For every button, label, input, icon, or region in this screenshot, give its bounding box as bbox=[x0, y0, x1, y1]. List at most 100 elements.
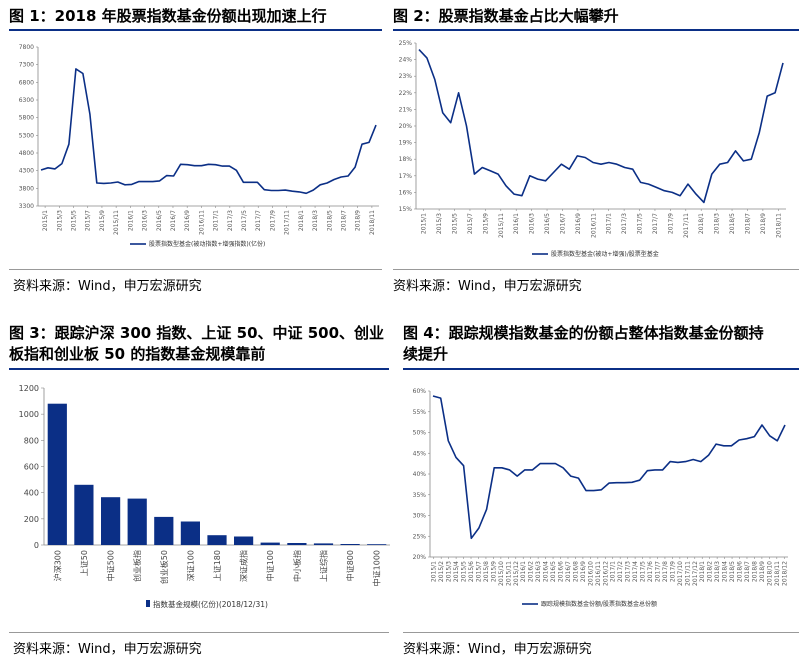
c3-bar bbox=[287, 543, 307, 545]
c2-x-tick-label: 2017/5 bbox=[637, 213, 644, 234]
chart-4-title-line-2: 续提升 bbox=[403, 345, 449, 363]
c4-x-tick-label: 2018/4 bbox=[722, 561, 729, 582]
c4-x-tick-label: 2016/3 bbox=[535, 561, 542, 582]
chart-1-header-rule bbox=[9, 29, 382, 31]
c1-x-tick-label: 2017/7 bbox=[255, 210, 262, 231]
c4-x-tick-label: 2016/10 bbox=[587, 561, 594, 586]
chart-3-source: 资料来源：Wind，申万宏源研究 bbox=[13, 642, 202, 657]
c4-x-tick-label: 2017/10 bbox=[677, 561, 684, 586]
c4-x-tick-label: 2018/10 bbox=[766, 561, 773, 586]
chart-4-header-rule bbox=[403, 368, 799, 370]
c4-x-tick-label: 2016/2 bbox=[528, 561, 535, 582]
c2-x-tick-label: 2015/3 bbox=[436, 213, 443, 234]
c4-x-tick-label: 2018/12 bbox=[781, 561, 788, 586]
c3-bar bbox=[154, 516, 174, 545]
c4-legend-label: 跟踪规模指数基金份额/股票指数基金总份额 bbox=[541, 600, 657, 608]
c2-y-tick-label: 20% bbox=[399, 123, 413, 130]
c1-x-tick-label: 2015/7 bbox=[85, 210, 92, 231]
c1-x-tick-label: 2017/1 bbox=[213, 210, 220, 231]
c4-y-tick-label: 25% bbox=[413, 533, 427, 540]
c4-x-tick-label: 2017/1 bbox=[610, 561, 617, 582]
c3-bar bbox=[260, 542, 280, 545]
c1-x-tick-label: 2018/5 bbox=[326, 210, 333, 231]
c4-x-tick-label: 2017/4 bbox=[632, 561, 639, 582]
c1-y-tick-label: 7800 bbox=[19, 44, 34, 51]
chart-2-source: 资料来源：Wind，申万宏源研究 bbox=[393, 279, 582, 294]
c4-x-tick-label: 2017/7 bbox=[654, 561, 661, 582]
c3-bar bbox=[207, 535, 227, 545]
c4-x-tick-label: 2015/3 bbox=[446, 561, 453, 582]
c3-x-tick-label: 深证成指 bbox=[239, 550, 249, 582]
c3-x-tick-label: 中证500 bbox=[106, 550, 116, 581]
c2-x-tick-label: 2018/1 bbox=[698, 213, 705, 234]
c2-x-tick-label: 2015/1 bbox=[421, 213, 428, 234]
c2-y-tick-label: 16% bbox=[399, 189, 413, 196]
c1-y-tick-label: 5800 bbox=[19, 115, 34, 122]
c3-x-tick-label: 上证180 bbox=[213, 550, 222, 581]
c3-bar bbox=[74, 484, 94, 545]
c1-x-tick-label: 2015/9 bbox=[99, 210, 106, 231]
c4-y-tick-label: 55% bbox=[413, 409, 427, 416]
c3-y-tick-label: 1000 bbox=[19, 410, 39, 419]
c3-legend-swatch bbox=[146, 600, 150, 607]
c1-x-tick-label: 2016/5 bbox=[156, 210, 163, 231]
c4-x-tick-label: 2018/8 bbox=[751, 561, 758, 582]
c4-x-tick-label: 2018/9 bbox=[759, 561, 766, 582]
c4-x-tick-label: 2018/2 bbox=[707, 561, 714, 582]
c4-x-tick-label: 2015/2 bbox=[438, 561, 445, 582]
c1-x-tick-label: 2017/5 bbox=[241, 210, 248, 231]
c2-x-tick-label: 2016/7 bbox=[559, 213, 566, 234]
c2-y-tick-label: 19% bbox=[399, 140, 413, 147]
c4-series-line bbox=[432, 395, 786, 540]
c2-x-tick-label: 2018/5 bbox=[729, 213, 736, 234]
c2-y-tick-label: 25% bbox=[399, 40, 413, 47]
c2-series-line bbox=[418, 49, 784, 204]
c4-x-tick-label: 2016/4 bbox=[543, 561, 550, 582]
c1-y-tick-label: 4300 bbox=[19, 168, 34, 175]
chart-1-source: 资料来源：Wind，申万宏源研究 bbox=[13, 279, 202, 294]
c4-x-tick-label: 2015/9 bbox=[490, 561, 497, 582]
c3-x-tick-label: 创业板50 bbox=[159, 550, 169, 584]
c3-y-tick-label: 1200 bbox=[19, 384, 39, 393]
c4-x-tick-label: 2017/3 bbox=[625, 561, 632, 582]
c2-x-tick-label: 2015/7 bbox=[467, 213, 474, 234]
c2-y-tick-label: 24% bbox=[399, 57, 413, 64]
chart-4-source: 资料来源：Wind，申万宏源研究 bbox=[403, 642, 592, 657]
c4-x-tick-label: 2017/11 bbox=[684, 561, 691, 586]
c3-bar bbox=[234, 536, 254, 545]
c3-x-tick-label: 上证综指 bbox=[318, 550, 328, 582]
c4-x-tick-label: 2015/11 bbox=[505, 561, 512, 586]
c1-x-tick-label: 2017/11 bbox=[284, 210, 291, 235]
c1-x-tick-label: 2018/11 bbox=[369, 210, 376, 235]
c3-bar bbox=[101, 497, 121, 545]
c3-y-tick-label: 200 bbox=[24, 515, 39, 524]
c3-x-tick-label: 深证100 bbox=[186, 550, 195, 581]
c2-x-tick-label: 2017/1 bbox=[606, 213, 613, 234]
c4-x-tick-label: 2015/6 bbox=[468, 561, 475, 582]
c4-x-tick-label: 2017/8 bbox=[662, 561, 669, 582]
c3-bar bbox=[127, 498, 147, 545]
c2-y-tick-label: 23% bbox=[399, 73, 413, 80]
c3-x-tick-label: 上证50 bbox=[80, 550, 89, 576]
c1-x-tick-label: 2016/9 bbox=[184, 210, 191, 231]
c4-y-tick-label: 60% bbox=[413, 388, 427, 395]
c2-x-tick-label: 2016/1 bbox=[513, 213, 520, 234]
c3-x-tick-label: 中小板指 bbox=[292, 550, 302, 582]
c1-x-tick-label: 2018/9 bbox=[355, 210, 362, 231]
c2-x-tick-label: 2018/7 bbox=[744, 213, 751, 234]
c4-x-tick-label: 2015/12 bbox=[513, 561, 520, 586]
c1-y-tick-label: 7300 bbox=[19, 62, 34, 69]
c1-y-tick-label: 6800 bbox=[19, 79, 34, 86]
c4-x-tick-label: 2018/1 bbox=[699, 561, 706, 582]
c2-y-tick-label: 15% bbox=[399, 206, 413, 213]
c2-x-tick-label: 2017/7 bbox=[652, 213, 659, 234]
c1-y-tick-label: 4800 bbox=[19, 150, 34, 157]
c4-x-tick-label: 2016/5 bbox=[550, 561, 557, 582]
c4-x-tick-label: 2016/8 bbox=[572, 561, 579, 582]
c3-y-tick-label: 0 bbox=[34, 541, 39, 550]
chart-4-title-line-1: 图 4：跟踪规模指数基金的份额占整体指数基金份额持 bbox=[403, 324, 764, 342]
c4-x-tick-label: 2015/10 bbox=[498, 561, 505, 586]
c4-x-tick-label: 2017/9 bbox=[669, 561, 676, 582]
c1-x-tick-label: 2015/3 bbox=[56, 210, 63, 231]
